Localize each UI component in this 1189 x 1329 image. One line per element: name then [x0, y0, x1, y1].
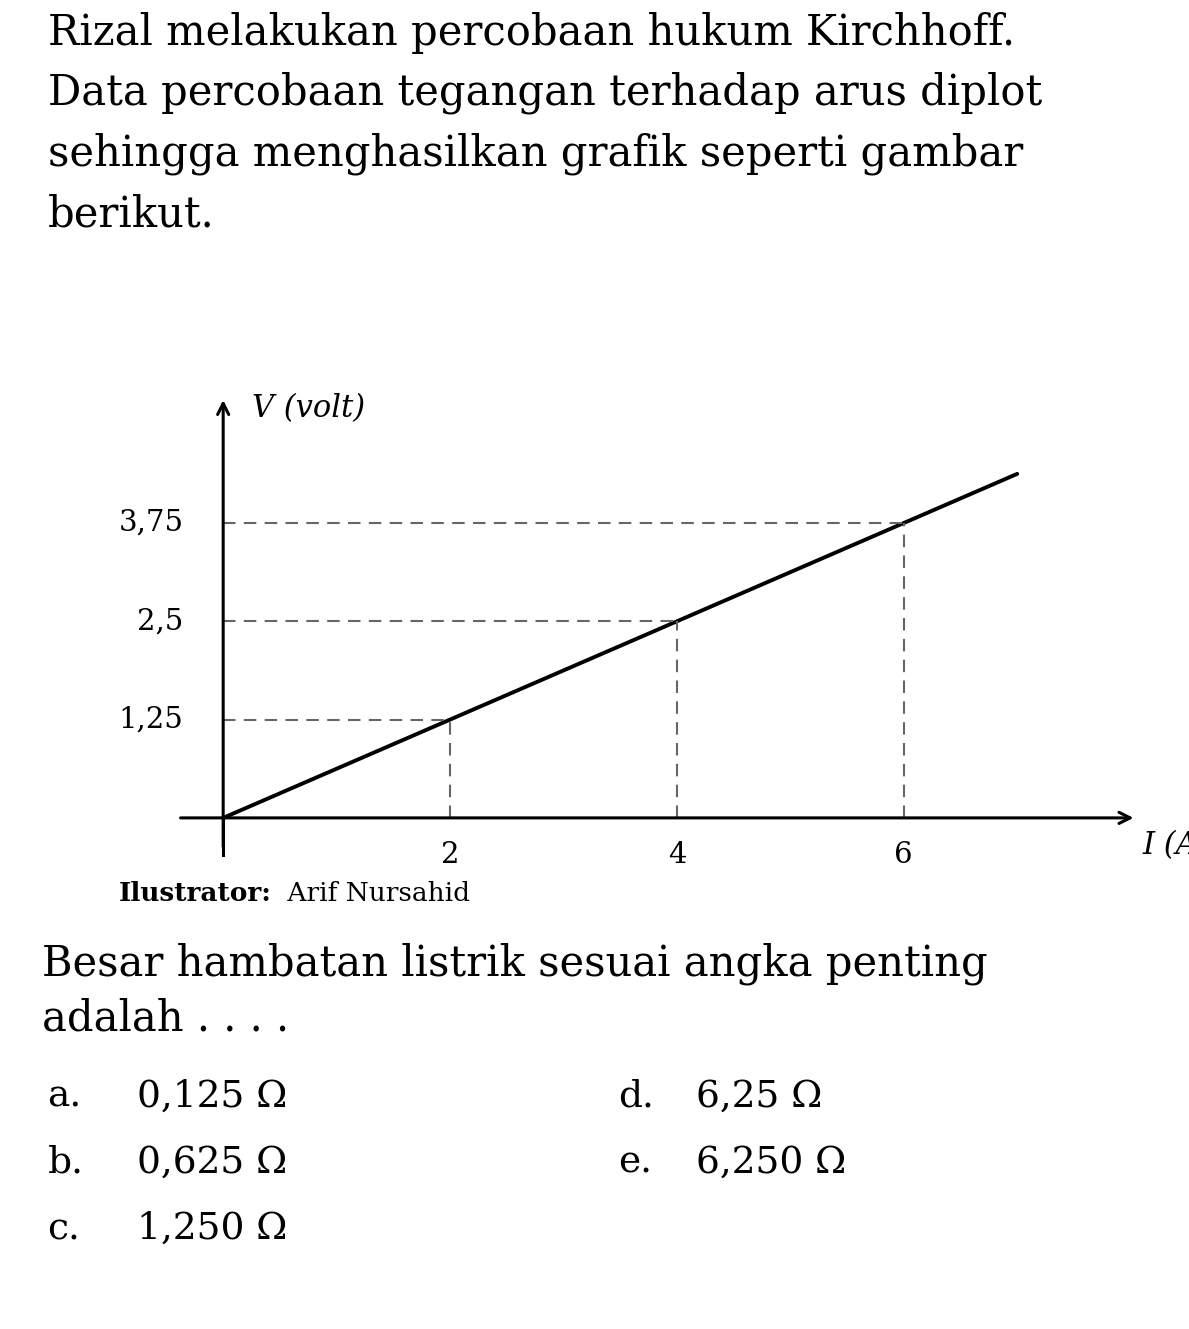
Text: 1,250 Ω: 1,250 Ω [137, 1211, 287, 1247]
Text: Ilustrator:: Ilustrator: [119, 881, 272, 906]
Text: 6,250 Ω: 6,250 Ω [696, 1146, 845, 1181]
Text: 2: 2 [441, 841, 459, 869]
Text: 2,5: 2,5 [137, 607, 183, 635]
Text: d.: d. [618, 1079, 654, 1115]
Text: 3,75: 3,75 [119, 509, 183, 537]
Text: c.: c. [48, 1211, 81, 1247]
Text: Arif Nursahid: Arif Nursahid [279, 881, 471, 906]
Text: Rizal melakukan percobaan hukum Kirchhoff.
Data percobaan tegangan terhadap arus: Rizal melakukan percobaan hukum Kirchhof… [48, 12, 1042, 235]
Text: 0,625 Ω: 0,625 Ω [137, 1146, 287, 1181]
Text: 6,25 Ω: 6,25 Ω [696, 1079, 822, 1115]
Text: 0,125 Ω: 0,125 Ω [137, 1079, 287, 1115]
Text: Besar hambatan listrik sesuai angka penting
adalah . . . .: Besar hambatan listrik sesuai angka pent… [42, 942, 987, 1039]
Text: 6: 6 [894, 841, 913, 869]
Text: I (A): I (A) [1141, 829, 1189, 861]
Text: 4: 4 [668, 841, 686, 869]
Text: 1,25: 1,25 [119, 706, 183, 734]
Text: a.: a. [48, 1079, 82, 1115]
Text: V (volt): V (volt) [252, 393, 365, 424]
Text: b.: b. [48, 1146, 83, 1181]
Text: e.: e. [618, 1146, 653, 1181]
